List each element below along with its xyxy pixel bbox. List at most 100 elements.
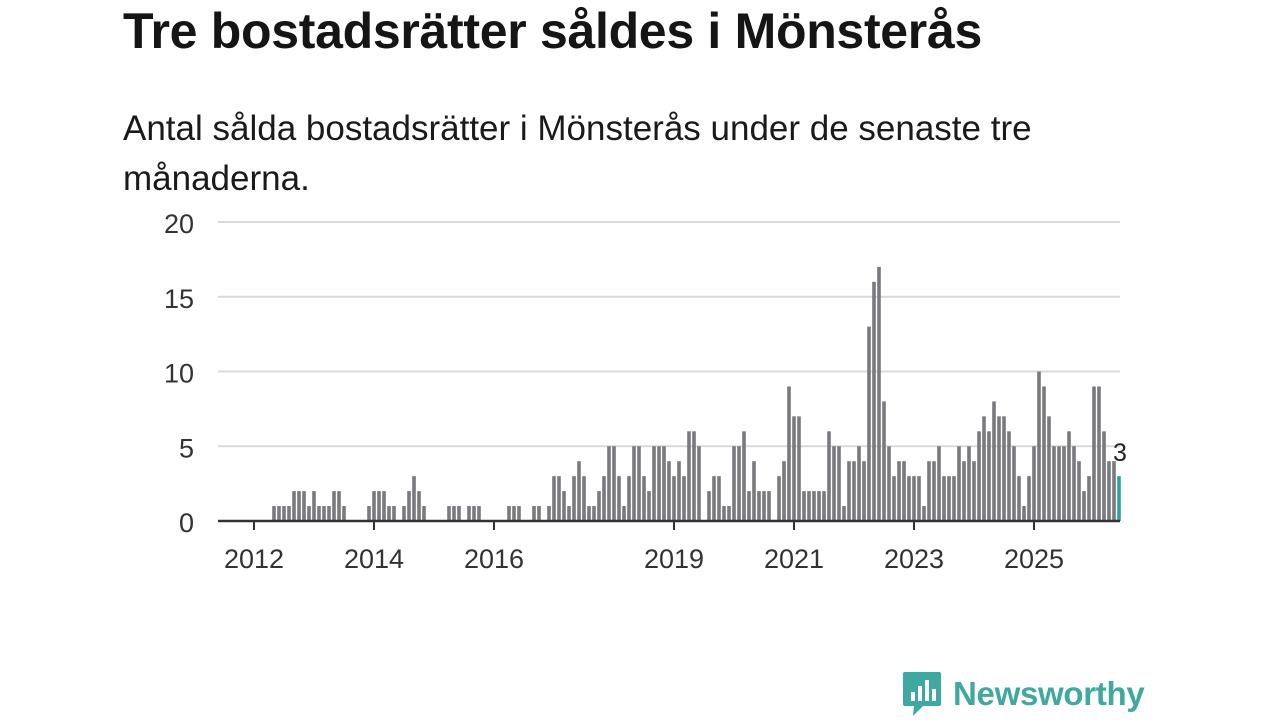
bar xyxy=(452,506,456,521)
bar xyxy=(742,431,746,521)
bar xyxy=(632,446,636,521)
bar xyxy=(1067,431,1071,521)
bar xyxy=(302,491,306,521)
y-axis-ticks: 0 5 10 15 20 xyxy=(164,209,194,538)
bar xyxy=(847,461,851,521)
bar xyxy=(1017,476,1021,521)
bar xyxy=(997,416,1001,521)
bar xyxy=(942,476,946,521)
bar xyxy=(872,281,876,521)
bar xyxy=(637,446,641,521)
bar xyxy=(657,446,661,521)
brand-name: Newsworthy xyxy=(953,675,1145,712)
bar xyxy=(402,506,406,521)
bar xyxy=(602,476,606,521)
bar xyxy=(907,476,911,521)
bar xyxy=(747,491,751,521)
bar xyxy=(277,506,281,521)
bar xyxy=(1027,476,1031,521)
bar xyxy=(857,446,861,521)
bar xyxy=(1062,446,1066,521)
bar xyxy=(597,491,601,521)
bar xyxy=(327,506,331,521)
bar xyxy=(812,491,816,521)
bar xyxy=(717,476,721,521)
bar xyxy=(1057,446,1061,521)
y-tick-label: 0 xyxy=(179,508,194,538)
chart-title: Tre bostadsrätter såldes i Mönsterås xyxy=(123,3,982,59)
bar xyxy=(422,506,426,521)
bar xyxy=(787,386,791,521)
bar xyxy=(407,491,411,521)
x-tick-label: 2023 xyxy=(884,544,944,574)
bar xyxy=(827,431,831,521)
bar xyxy=(552,476,556,521)
data-labels: 3 xyxy=(1113,439,1127,467)
bar xyxy=(757,491,761,521)
bar xyxy=(1097,386,1101,521)
bar xyxy=(822,491,826,521)
bar xyxy=(777,476,781,521)
bar xyxy=(317,506,321,521)
bar xyxy=(1047,416,1051,521)
bar xyxy=(297,491,301,521)
bar xyxy=(937,446,941,521)
bar xyxy=(512,506,516,521)
bar xyxy=(537,506,541,521)
bar xyxy=(697,446,701,521)
bar xyxy=(842,506,846,521)
bar xyxy=(882,401,886,521)
bar xyxy=(917,476,921,521)
bar xyxy=(707,491,711,521)
bar xyxy=(922,506,926,521)
data-label-latest: 3 xyxy=(1113,439,1127,467)
bar xyxy=(987,431,991,521)
bar xyxy=(967,446,971,521)
x-tick-label: 2025 xyxy=(1004,544,1064,574)
bar xyxy=(1107,461,1111,521)
bar xyxy=(387,506,391,521)
bar xyxy=(367,506,371,521)
bar xyxy=(862,461,866,521)
bar xyxy=(912,476,916,521)
bar xyxy=(342,506,346,521)
x-axis-ticks: 2012 2014 2016 2019 2021 2023 2025 xyxy=(224,521,1064,574)
bar xyxy=(382,491,386,521)
bar xyxy=(447,506,451,521)
bar xyxy=(532,506,536,521)
bar xyxy=(807,491,811,521)
bar xyxy=(337,491,341,521)
bar xyxy=(607,446,611,521)
bar xyxy=(507,506,511,521)
bar xyxy=(477,506,481,521)
bar xyxy=(322,506,326,521)
bar xyxy=(282,506,286,521)
bar xyxy=(562,491,566,521)
x-tick-label: 2019 xyxy=(644,544,704,574)
bar xyxy=(287,506,291,521)
bar xyxy=(762,491,766,521)
bar xyxy=(902,461,906,521)
bar xyxy=(662,446,666,521)
bar xyxy=(682,476,686,521)
bar xyxy=(1052,446,1056,521)
bar xyxy=(687,431,691,521)
bar xyxy=(517,506,521,521)
bar xyxy=(417,491,421,521)
bar xyxy=(932,461,936,521)
x-tick-label: 2021 xyxy=(764,544,824,574)
bar xyxy=(1112,461,1116,521)
bar xyxy=(1082,491,1086,521)
bar xyxy=(332,491,336,521)
y-tick-label: 20 xyxy=(164,209,194,239)
bar xyxy=(992,401,996,521)
bar xyxy=(412,476,416,521)
bar xyxy=(627,476,631,521)
bar xyxy=(927,461,931,521)
bar xyxy=(582,476,586,521)
chart-subtitle: Antal sålda bostadsrätter i Mönsterås un… xyxy=(123,109,1032,198)
x-tick-label: 2014 xyxy=(344,544,404,574)
bar xyxy=(732,446,736,521)
bar xyxy=(947,476,951,521)
bar xyxy=(982,416,986,521)
